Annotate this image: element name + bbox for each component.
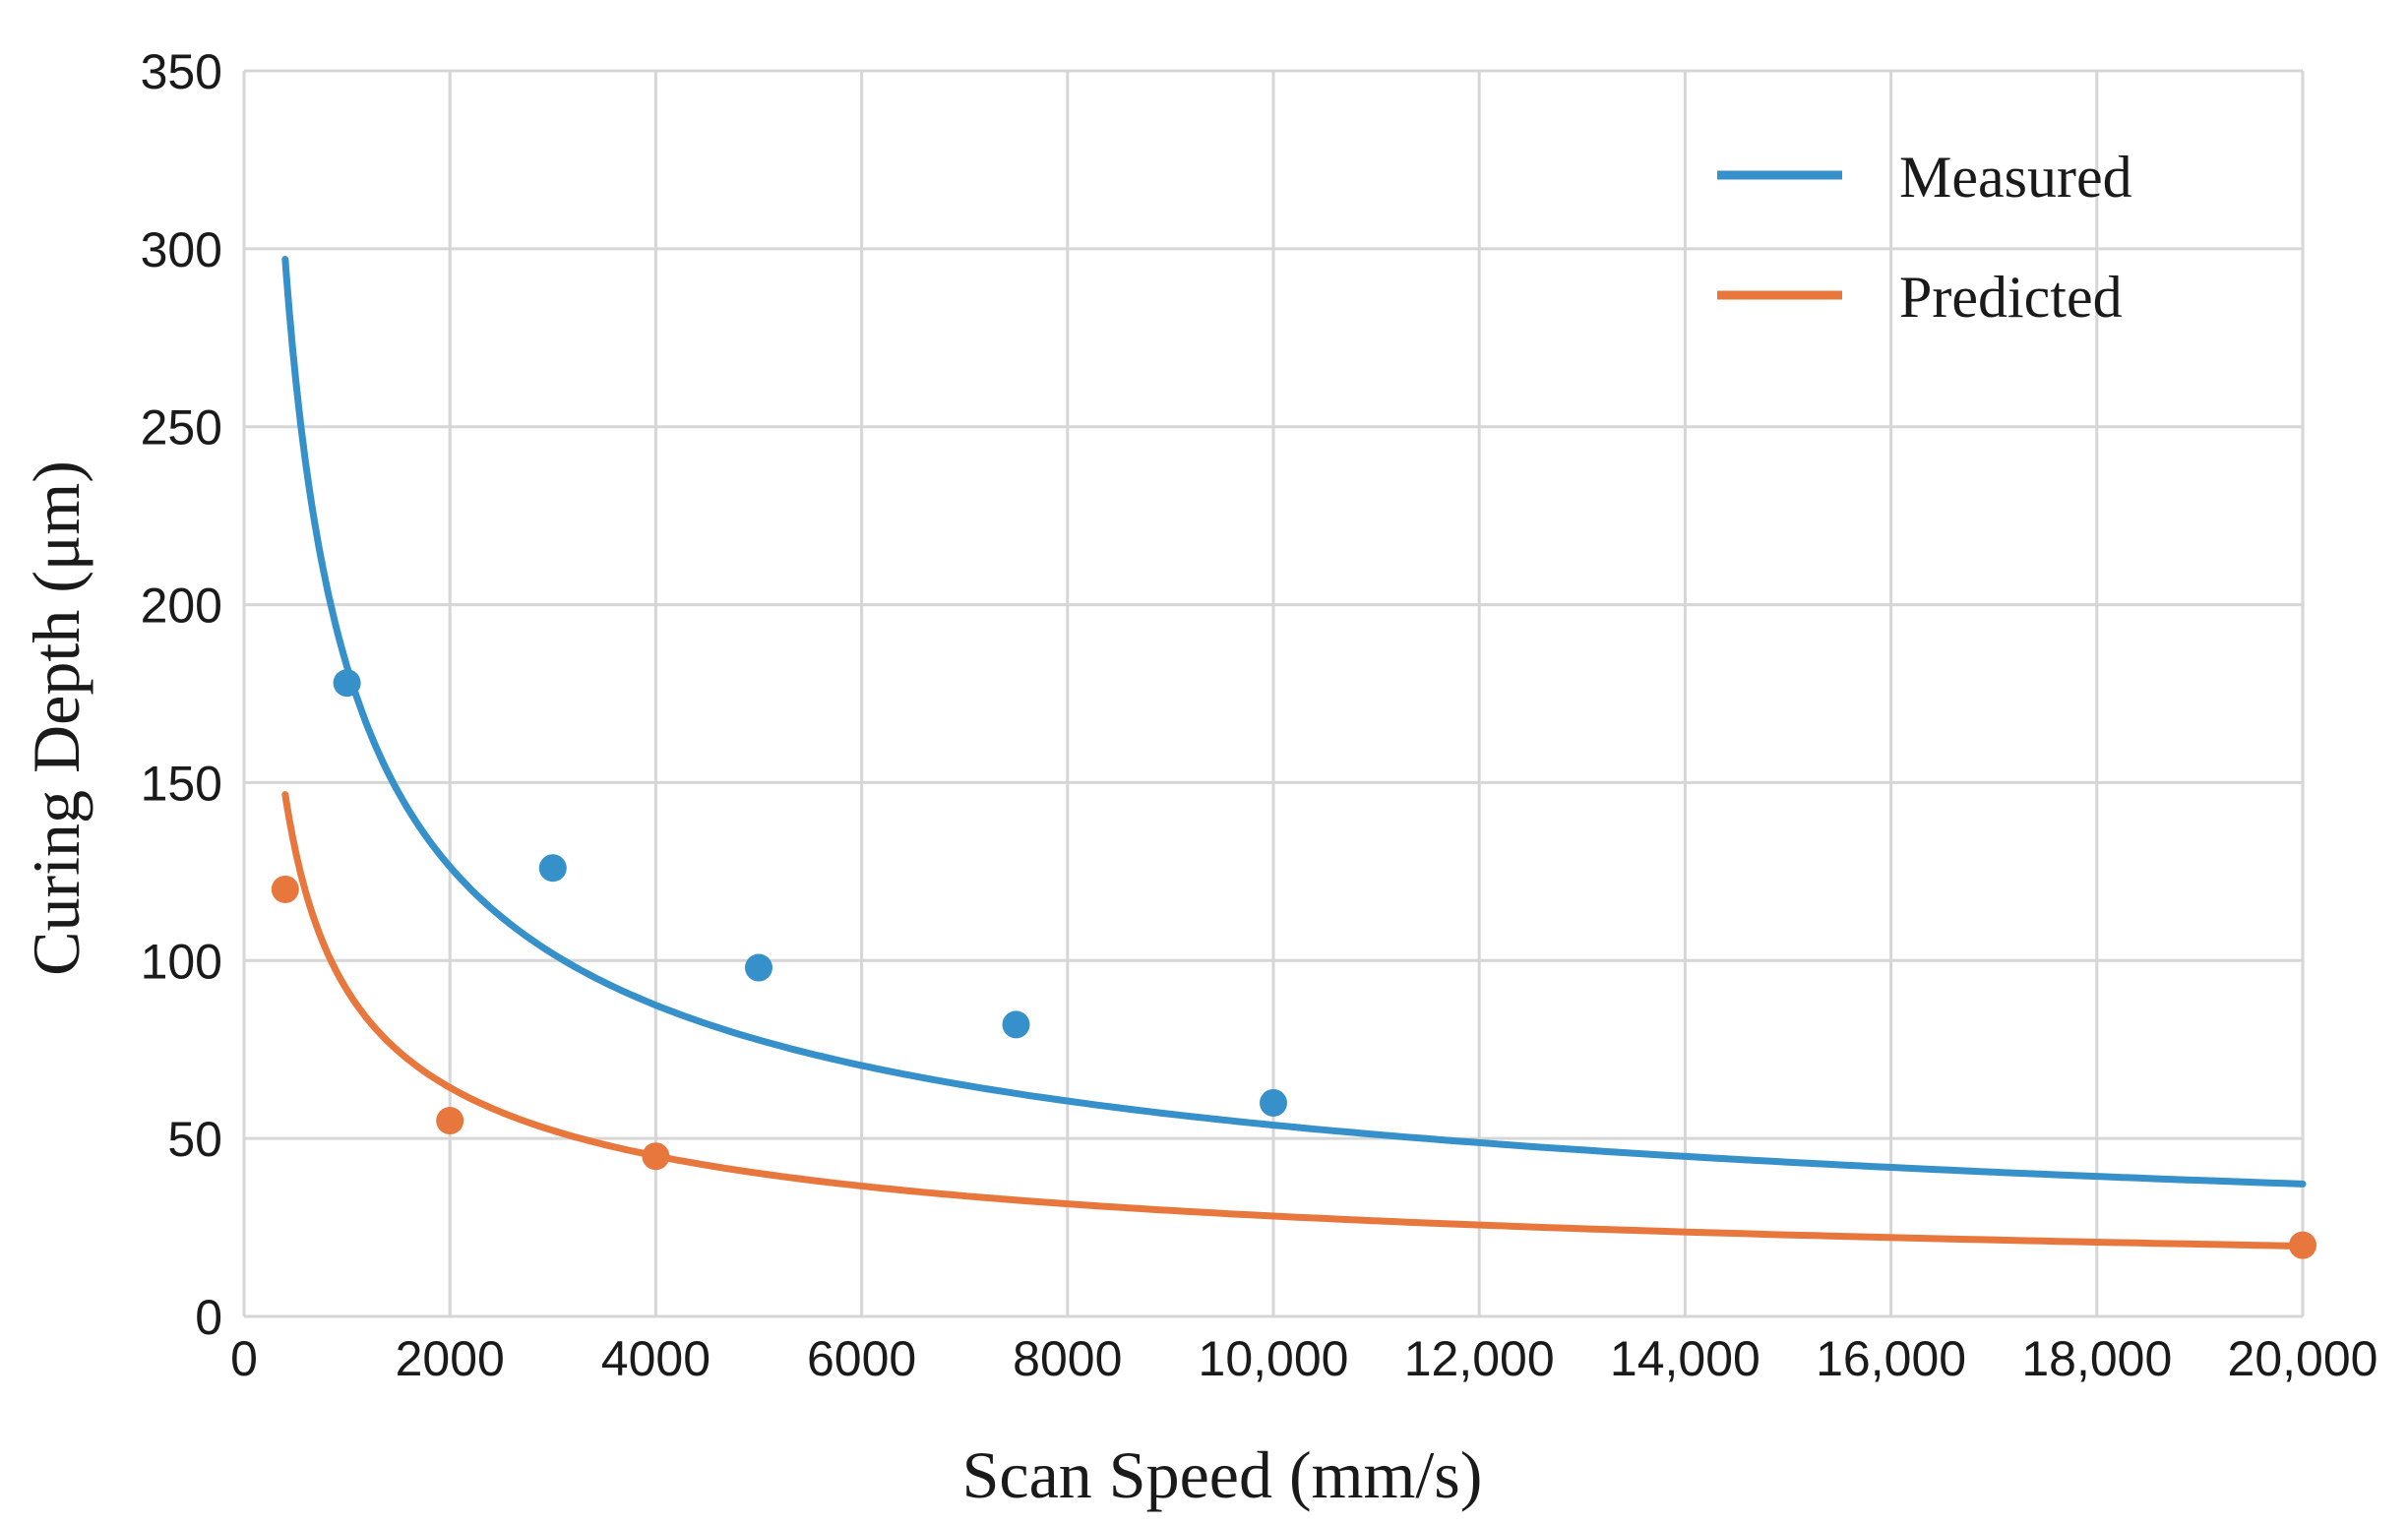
data-point-predicted	[2289, 1231, 2316, 1259]
data-points	[271, 669, 2316, 1259]
legend-label-predicted: Predicted	[1899, 265, 2123, 330]
y-tick-label: 50	[167, 1112, 222, 1167]
tick-labels: 0 2000 4000 6000 8000 10,000 12,000 14,000 16,00…	[141, 44, 2378, 1386]
data-point-predicted	[642, 1142, 670, 1171]
data-point-predicted	[271, 875, 299, 903]
legend-label-measured: Measured	[1899, 145, 2132, 210]
x-tick-label: 6000	[807, 1331, 916, 1386]
x-tick-label: 12,000	[1404, 1331, 1555, 1386]
y-tick-label: 300	[141, 222, 222, 277]
data-point-measured	[745, 953, 772, 982]
data-point-measured	[1260, 1088, 1287, 1117]
x-tick-label: 18,000	[2021, 1331, 2172, 1386]
fit-curve-predicted	[281, 791, 2307, 1250]
x-tick-label: 0	[230, 1331, 258, 1386]
grid	[242, 69, 2305, 1318]
x-tick-label: 16,000	[1816, 1331, 1966, 1386]
y-tick-label: 100	[141, 934, 222, 989]
data-point-measured	[538, 854, 567, 883]
y-tick-label: 200	[141, 579, 222, 634]
data-point-measured	[1002, 1010, 1030, 1039]
data-point-measured	[333, 669, 361, 698]
y-tick-label: 150	[141, 756, 222, 811]
fit-curves	[281, 256, 2307, 1250]
y-tick-label: 0	[195, 1290, 222, 1345]
y-tick-label: 250	[141, 400, 222, 456]
legend: Measured Predicted	[1717, 145, 2132, 330]
y-tick-label: 350	[141, 44, 222, 99]
data-point-predicted	[436, 1107, 464, 1135]
x-tick-label: 8000	[1013, 1331, 1122, 1386]
y-axis-title: Curing Depth (μm)	[19, 460, 93, 976]
fit-curve-measured	[281, 256, 2307, 1188]
x-tick-label: 4000	[601, 1331, 710, 1386]
x-tick-label: 2000	[396, 1331, 505, 1386]
x-tick-label: 10,000	[1199, 1331, 1349, 1386]
x-tick-label: 14,000	[1610, 1331, 1760, 1386]
x-axis-title: Scan Speed (mm/s)	[962, 1437, 1483, 1512]
x-tick-label: 20,000	[2228, 1331, 2378, 1386]
